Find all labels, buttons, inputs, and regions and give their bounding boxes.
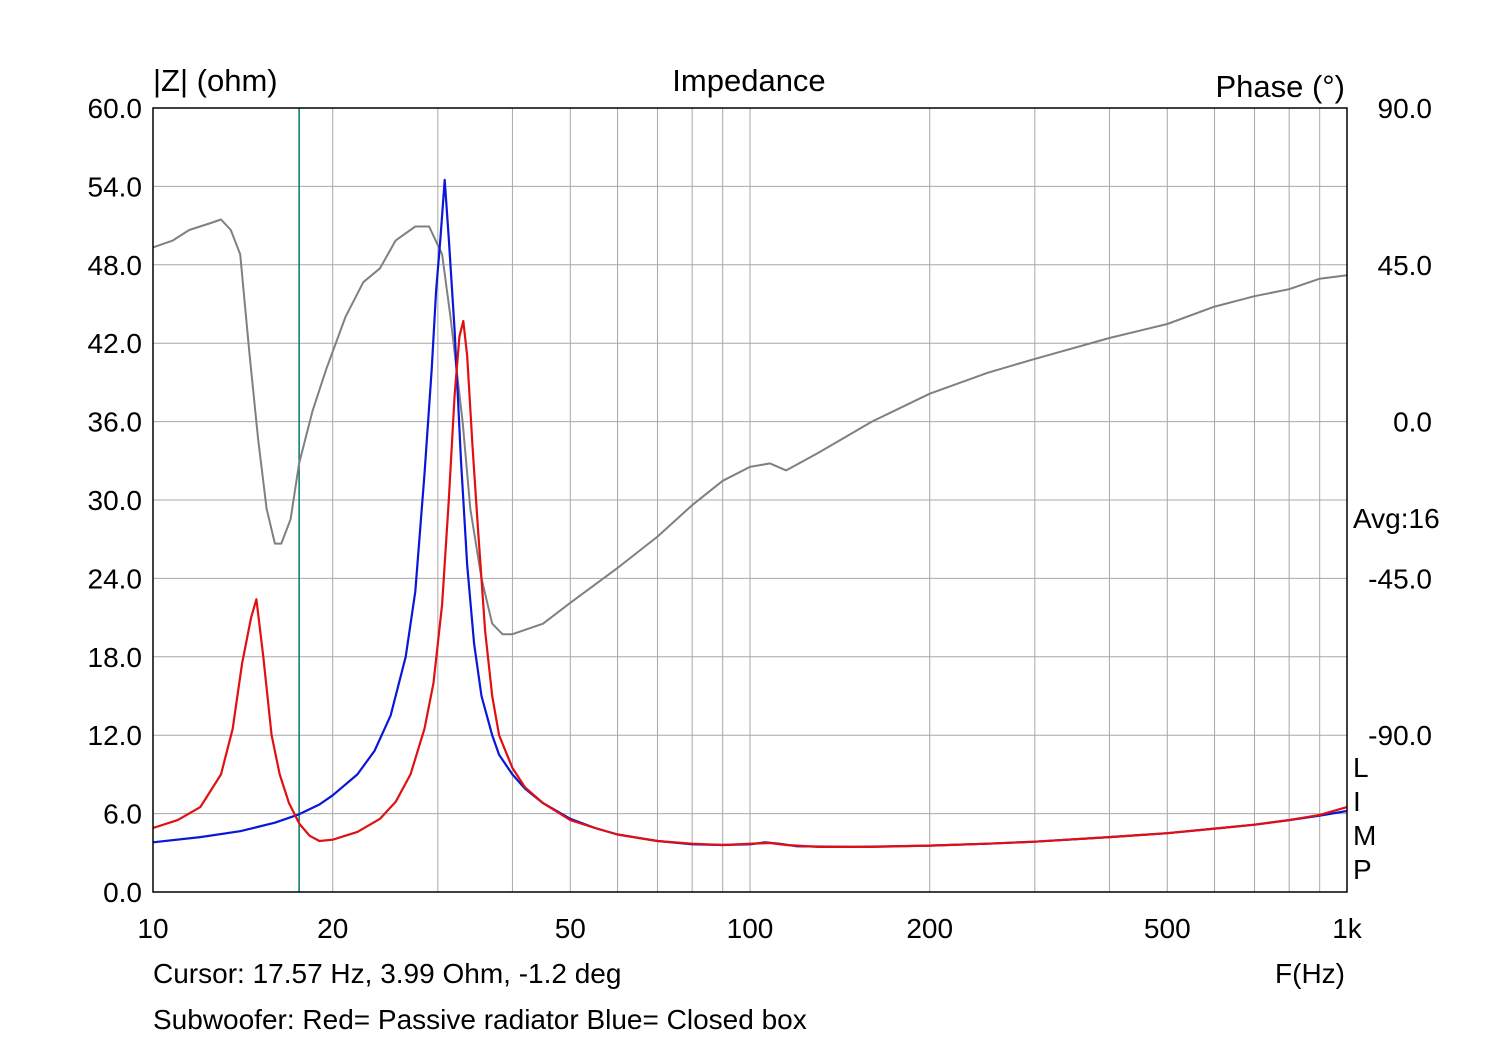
left-tick-label: 6.0 [103,799,142,830]
right-tick-label: -90.0 [1368,720,1432,751]
left-tick-label: 24.0 [88,563,143,594]
x-tick-label: 10 [137,913,168,944]
x-tick-label: 1k [1332,913,1363,944]
left-tick-label: 42.0 [88,328,143,359]
phase-series-line [152,218,1348,636]
series-lines [152,178,1348,848]
grid-lines [153,108,1347,892]
x-axis-ticks: 10 20 50 100 200 500 1k [137,913,1362,944]
x-tick-label: 50 [555,913,586,944]
red-series-line [152,319,1348,848]
left-tick-label: 60.0 [88,93,143,124]
x-tick-label: 100 [727,913,774,944]
right-tick-label: 45.0 [1378,250,1433,281]
left-tick-label: 12.0 [88,720,143,751]
left-tick-label: 30.0 [88,485,143,516]
x-tick-label: 200 [906,913,953,944]
left-tick-label: 54.0 [88,171,143,202]
left-axis-label: |Z| (ohm) [153,63,278,98]
avg-label: Avg:16 [1353,503,1440,534]
left-tick-label: 36.0 [88,407,143,438]
right-tick-label: 0.0 [1393,407,1432,438]
cursor-readout: Cursor: 17.57 Hz, 3.99 Ohm, -1.2 deg [153,958,621,989]
left-tick-label: 18.0 [88,642,143,673]
right-axis-label: Phase (°) [1215,69,1345,104]
side-letter-i[interactable]: I [1353,786,1361,817]
chart-title: Impedance [672,63,825,98]
x-tick-label: 20 [317,913,348,944]
x-axis-label: F(Hz) [1275,958,1345,989]
left-tick-label: 48.0 [88,250,143,281]
plot-frame [152,107,1348,893]
right-tick-label: -45.0 [1368,563,1432,594]
right-axis-ticks: 90.0 45.0 0.0 -45.0 -90.0 [1368,93,1432,751]
x-tick-label: 500 [1144,913,1191,944]
right-tick-label: 90.0 [1378,93,1433,124]
left-tick-label: 0.0 [103,877,142,908]
side-letter-m[interactable]: M [1353,820,1376,851]
chart-caption: Subwoofer: Red= Passive radiator Blue= C… [153,1004,807,1035]
side-letter-p[interactable]: P [1353,854,1372,885]
left-axis-ticks: 0.0 6.0 12.0 18.0 24.0 30.0 36.0 42.0 48.0 54.0 60… [88,93,143,908]
side-letter-l[interactable]: L [1353,752,1369,783]
